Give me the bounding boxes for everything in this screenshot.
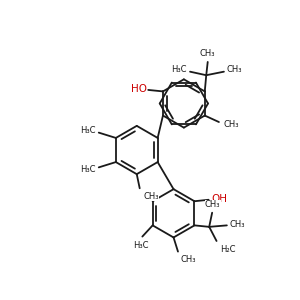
Text: CH₃: CH₃ (205, 200, 220, 209)
Text: H₂C: H₂C (220, 244, 236, 253)
Text: CH₃: CH₃ (230, 220, 245, 229)
Text: H₃C: H₃C (80, 165, 96, 174)
Text: H₃C: H₃C (172, 65, 187, 74)
Text: CH₃: CH₃ (200, 50, 215, 58)
Text: CH₃: CH₃ (181, 255, 197, 264)
Text: CH₃: CH₃ (227, 65, 242, 74)
Text: H₃C: H₃C (80, 126, 96, 135)
Text: H₃C: H₃C (133, 241, 148, 250)
Text: CH₃: CH₃ (143, 192, 159, 201)
Text: OH: OH (212, 194, 227, 204)
Text: CH₃: CH₃ (223, 120, 239, 129)
Text: HO: HO (131, 84, 147, 94)
